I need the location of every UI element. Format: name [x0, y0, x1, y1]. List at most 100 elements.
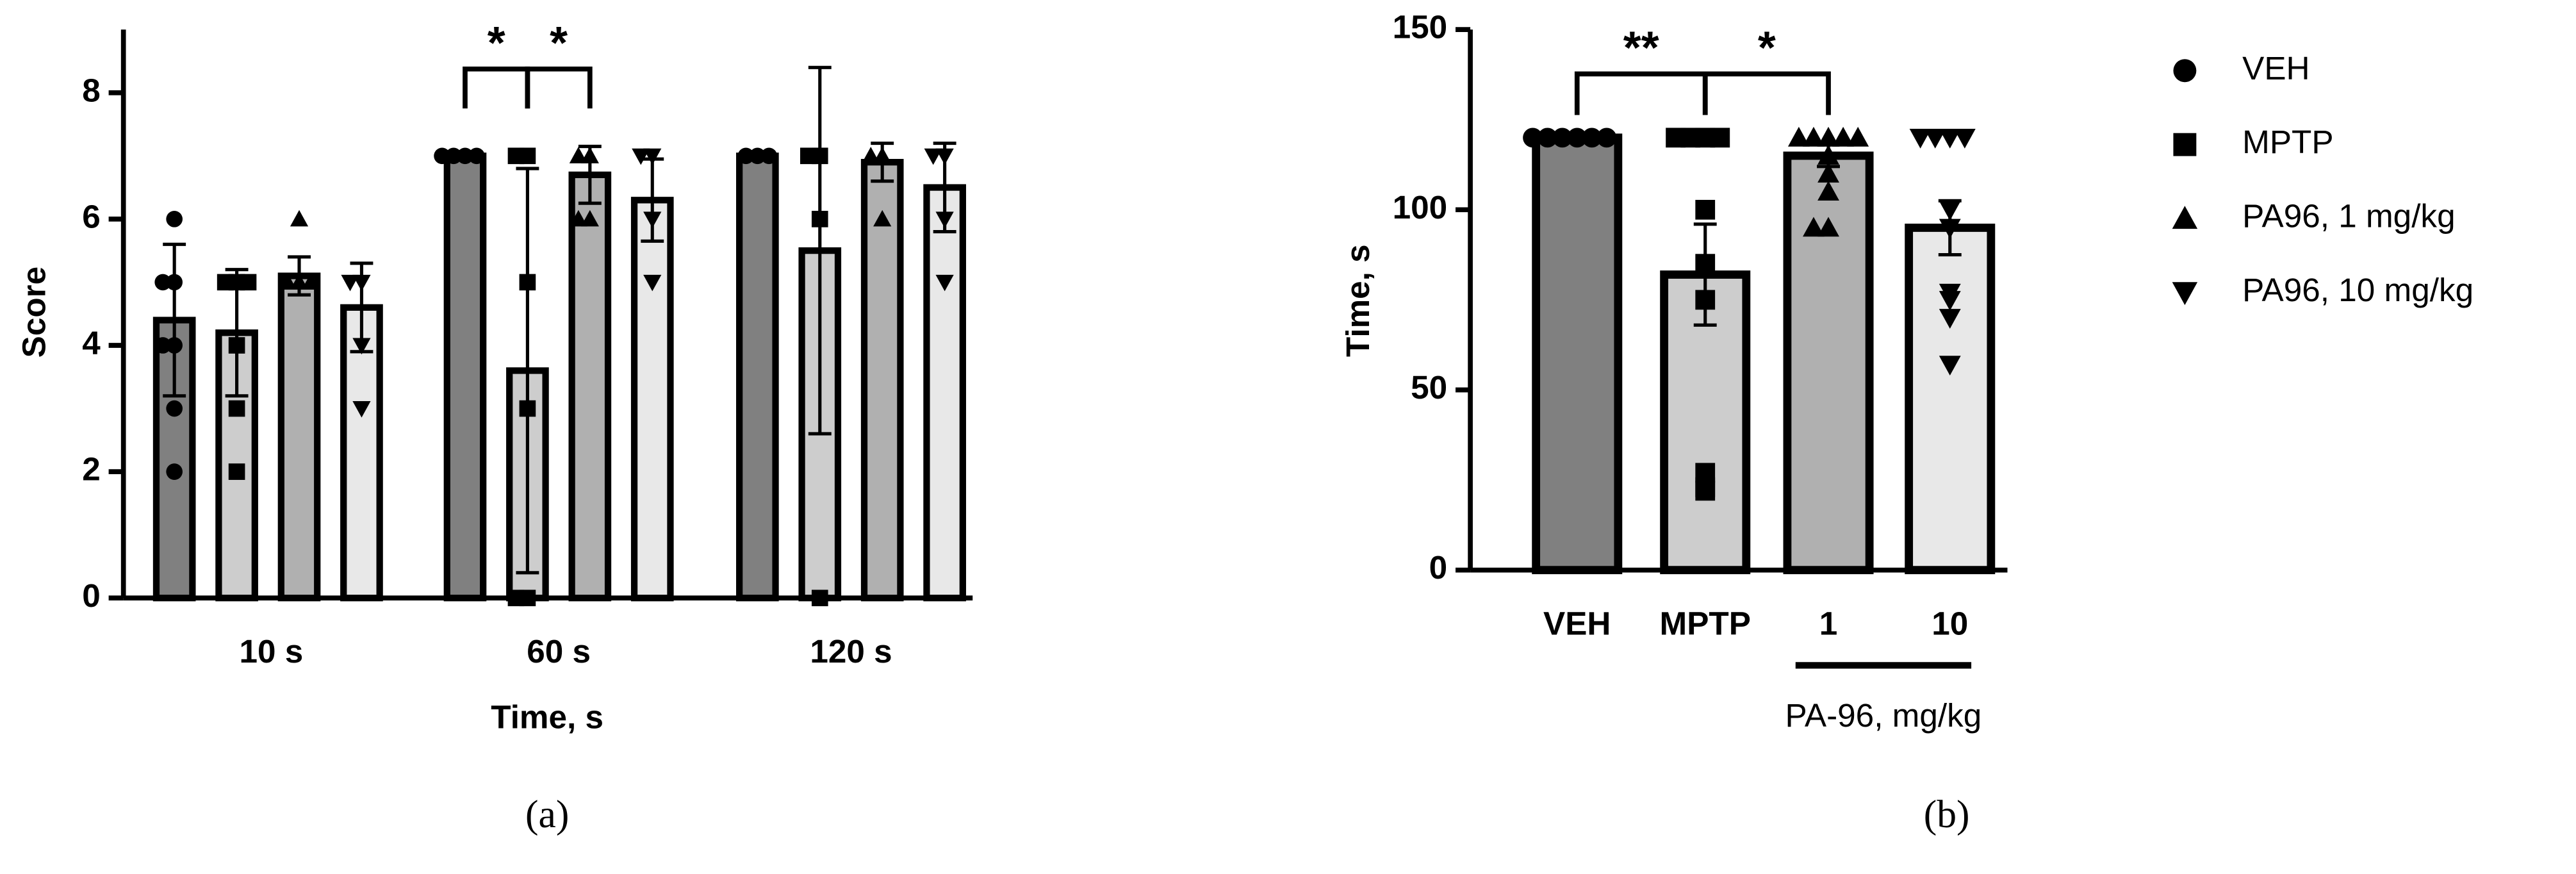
bar: [736, 153, 779, 602]
legend-label: PA96, 10 mg/kg: [2242, 272, 2473, 308]
y-tick-label: 0: [82, 577, 101, 614]
data-point: [632, 148, 650, 165]
error-bar: [933, 142, 956, 234]
data-point: [154, 274, 172, 291]
data-point: [643, 274, 662, 292]
y-tick-label: 6: [82, 198, 101, 235]
error-bar: [808, 65, 832, 436]
data-point: [935, 274, 954, 292]
legend-marker: [2172, 206, 2198, 229]
error-bar: [871, 142, 894, 183]
data-point: [166, 211, 183, 227]
data-point: [1695, 199, 1716, 220]
bar: [277, 272, 321, 602]
y-tick-label: 8: [82, 72, 101, 108]
group-label: PA-96, mg/kg: [1785, 697, 1982, 734]
data-point: [924, 148, 942, 165]
data-point: [1695, 477, 1716, 497]
legend-marker: [2172, 282, 2198, 306]
error-bar: [1817, 143, 1840, 169]
y-tick-label: 0: [1429, 549, 1448, 586]
data-point: [1939, 356, 1961, 376]
data-point: [1817, 126, 1839, 147]
bar: [923, 184, 966, 602]
data-point: [1582, 128, 1602, 148]
bar: [630, 197, 674, 602]
x-tick-label: 10 s: [240, 633, 304, 670]
data-point: [580, 210, 599, 227]
data-point: [1596, 128, 1617, 148]
data-point: [1909, 129, 1932, 149]
y-tick-label: 150: [1393, 9, 1448, 45]
data-point: [1924, 129, 1946, 149]
data-point: [166, 400, 183, 417]
data-point: [1523, 128, 1543, 148]
data-point: [1817, 217, 1839, 237]
data-point: [228, 400, 245, 417]
error-bar: [516, 167, 539, 575]
data-point: [434, 147, 450, 165]
data-point: [507, 147, 525, 165]
bar: [568, 171, 612, 602]
data-point: [1710, 128, 1730, 148]
data-point: [341, 274, 359, 292]
panel-label: (a): [525, 793, 569, 836]
error-bar: [1938, 199, 1962, 257]
data-point: [643, 148, 662, 165]
bar: [860, 159, 904, 602]
data-point: [1552, 128, 1573, 148]
significance-bracket: [463, 66, 530, 109]
data-point: [1538, 128, 1557, 148]
x-axis-label: Time, s: [491, 699, 603, 736]
x-tick-label: 120 s: [810, 633, 892, 670]
legend-label: VEH: [2242, 50, 2309, 87]
data-point: [1953, 129, 1976, 149]
bar: [1532, 133, 1623, 575]
x-tick-label: VEH: [1543, 605, 1611, 641]
data-point: [1939, 129, 1961, 149]
error-bar: [288, 255, 311, 297]
legend-marker: [2173, 59, 2197, 83]
data-point: [1817, 181, 1839, 201]
data-point: [800, 147, 817, 165]
data-point: [1803, 126, 1825, 147]
significance-label: *: [1758, 22, 1776, 73]
error-bar: [578, 144, 602, 205]
bar: [443, 153, 487, 602]
data-point: [1666, 128, 1686, 148]
y-tick-label: 100: [1393, 189, 1448, 226]
data-point: [1939, 309, 1961, 329]
data-point: [862, 147, 880, 163]
error-bar: [1693, 222, 1717, 327]
data-point: [278, 273, 297, 290]
significance-bracket: [1574, 71, 1708, 115]
x-tick-label: 10: [1932, 605, 1968, 641]
data-point: [240, 274, 257, 291]
error-bar: [641, 157, 664, 243]
data-point: [1832, 126, 1855, 147]
y-tick-label: 50: [1411, 369, 1447, 406]
legend-label: PA96, 1 mg/kg: [2242, 198, 2455, 235]
x-tick-label: 1: [1819, 605, 1838, 641]
significance-bracket: [1702, 71, 1831, 115]
data-point: [1803, 217, 1825, 237]
significance-label: *: [550, 17, 568, 69]
bar: [1783, 151, 1874, 575]
data-point: [811, 590, 828, 607]
data-point: [154, 337, 172, 354]
data-point: [1847, 126, 1869, 147]
data-point: [569, 147, 587, 163]
y-axis-label: Time, s: [1340, 244, 1376, 357]
x-tick-label: 60 s: [527, 633, 591, 670]
data-point: [352, 401, 371, 418]
data-point: [873, 210, 892, 227]
significance-label: **: [1623, 22, 1659, 73]
data-point: [1787, 126, 1810, 147]
data-point: [166, 463, 183, 480]
error-bar: [225, 268, 249, 398]
legend-marker: [2173, 133, 2197, 156]
legend-label: MPTP: [2242, 124, 2333, 160]
data-point: [569, 210, 587, 227]
